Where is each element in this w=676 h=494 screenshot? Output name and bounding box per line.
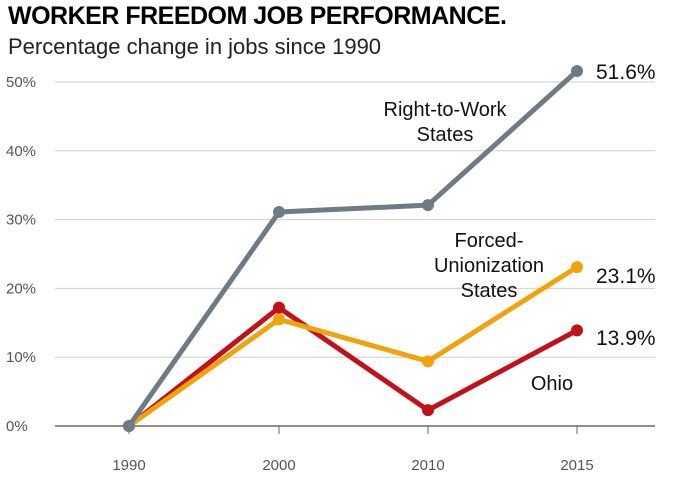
y-tick-label: 30% [6,212,36,229]
data-point [273,301,285,314]
series-label-line: States [417,124,474,146]
series-label: Right-to-Work States [384,99,508,146]
x-tick-label: 2015 [560,457,593,474]
data-point [422,199,434,212]
series-label-line: Forced- [455,230,524,252]
x-tick-label: 2000 [262,457,295,474]
series-label: Forced- Unionization States [434,230,544,302]
data-point [571,261,583,274]
series-label-line: Ohio [531,373,573,395]
data-point [422,404,434,417]
chart-title: WORKER FREEDOM JOB PERFORMANCE. [8,2,507,30]
series-line [126,264,580,429]
data-point [273,313,285,326]
y-tick-label: 0% [6,418,28,435]
data-point [571,324,583,337]
data-point [571,64,583,77]
chart-subtitle: Percentage change in jobs since 1990 [8,34,382,59]
end-value-label: 23.1% [596,265,656,288]
data-point [422,355,434,368]
series-line [126,305,580,429]
end-value-label: 13.9% [596,327,656,350]
data-point [273,206,285,219]
end-value-label: 51.6% [596,61,656,84]
x-tick-label: 2010 [411,457,444,474]
series-line [126,68,580,429]
series-label: Ohio [531,373,573,395]
y-tick-label: 20% [6,280,36,297]
y-tick-label: 40% [6,143,36,160]
x-tick-label: 1990 [112,457,145,474]
series-label-line: Right-to-Work [384,99,508,121]
y-tick-label: 10% [6,349,36,366]
data-point [123,420,135,432]
series-label-line: States [461,280,518,302]
series-label-line: Unionization [434,255,544,277]
y-tick-label: 50% [6,74,36,91]
